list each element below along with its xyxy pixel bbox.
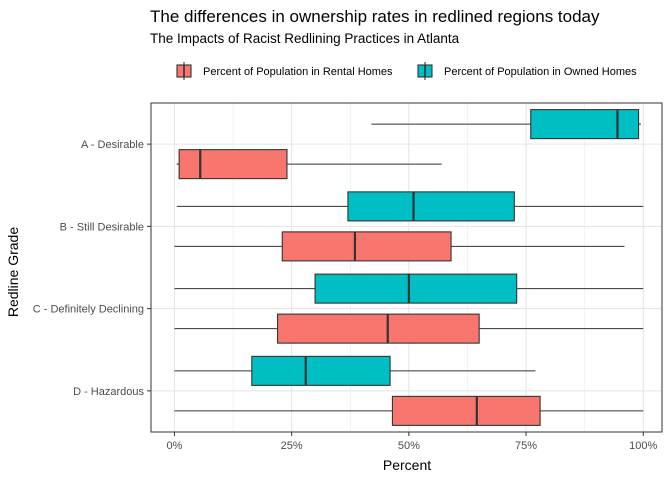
legend: Percent of Population in Rental Homes Per… xyxy=(176,62,637,80)
box-owned-2 xyxy=(174,273,644,304)
y-tick-label: D - Hazardous xyxy=(73,386,144,398)
x-tick-label: 100% xyxy=(629,440,657,452)
box-rental-2 xyxy=(174,313,644,344)
y-tick-label: A - Desirable xyxy=(81,139,144,151)
box-iqr xyxy=(391,395,541,426)
x-tick-label: 75% xyxy=(515,440,537,452)
box-owned-1 xyxy=(176,191,644,222)
box-rental-1 xyxy=(174,231,625,262)
x-tick-label: 0% xyxy=(166,440,182,452)
plot-area: 0% 25% 50% 75% 100% A - Desirable B - Still De… xyxy=(33,102,663,452)
box-iqr xyxy=(314,273,518,304)
box-iqr xyxy=(251,355,391,386)
box-iqr xyxy=(530,109,640,140)
legend-label: Percent of Population in Owned Homes xyxy=(444,66,637,78)
box-owned-3 xyxy=(174,355,536,386)
y-tick-label: B - Still Desirable xyxy=(60,221,144,233)
box-iqr xyxy=(277,313,480,344)
box-rental-3 xyxy=(174,395,644,426)
legend-item-rental: Percent of Population in Rental Homes xyxy=(176,62,393,80)
legend-item-owned: Percent of Population in Owned Homes xyxy=(417,62,637,80)
box-owned-0 xyxy=(371,109,641,140)
legend-label: Percent of Population in Rental Homes xyxy=(203,66,393,78)
box-rental-0 xyxy=(176,149,442,180)
x-tick-label: 25% xyxy=(281,440,303,452)
y-tick-label: C - Definitely Declining xyxy=(33,304,144,316)
panel-border xyxy=(150,102,663,433)
chart-title: The differences in ownership rates in re… xyxy=(150,7,600,26)
box-iqr xyxy=(281,231,452,262)
chart-subtitle: The Impacts of Racist Redlining Practice… xyxy=(150,31,460,46)
box-iqr xyxy=(178,149,288,180)
x-axis-title: Percent xyxy=(383,457,431,473)
x-tick-label: 50% xyxy=(398,440,420,452)
box-iqr xyxy=(347,191,515,222)
y-axis-title: Redline Grade xyxy=(5,227,21,317)
